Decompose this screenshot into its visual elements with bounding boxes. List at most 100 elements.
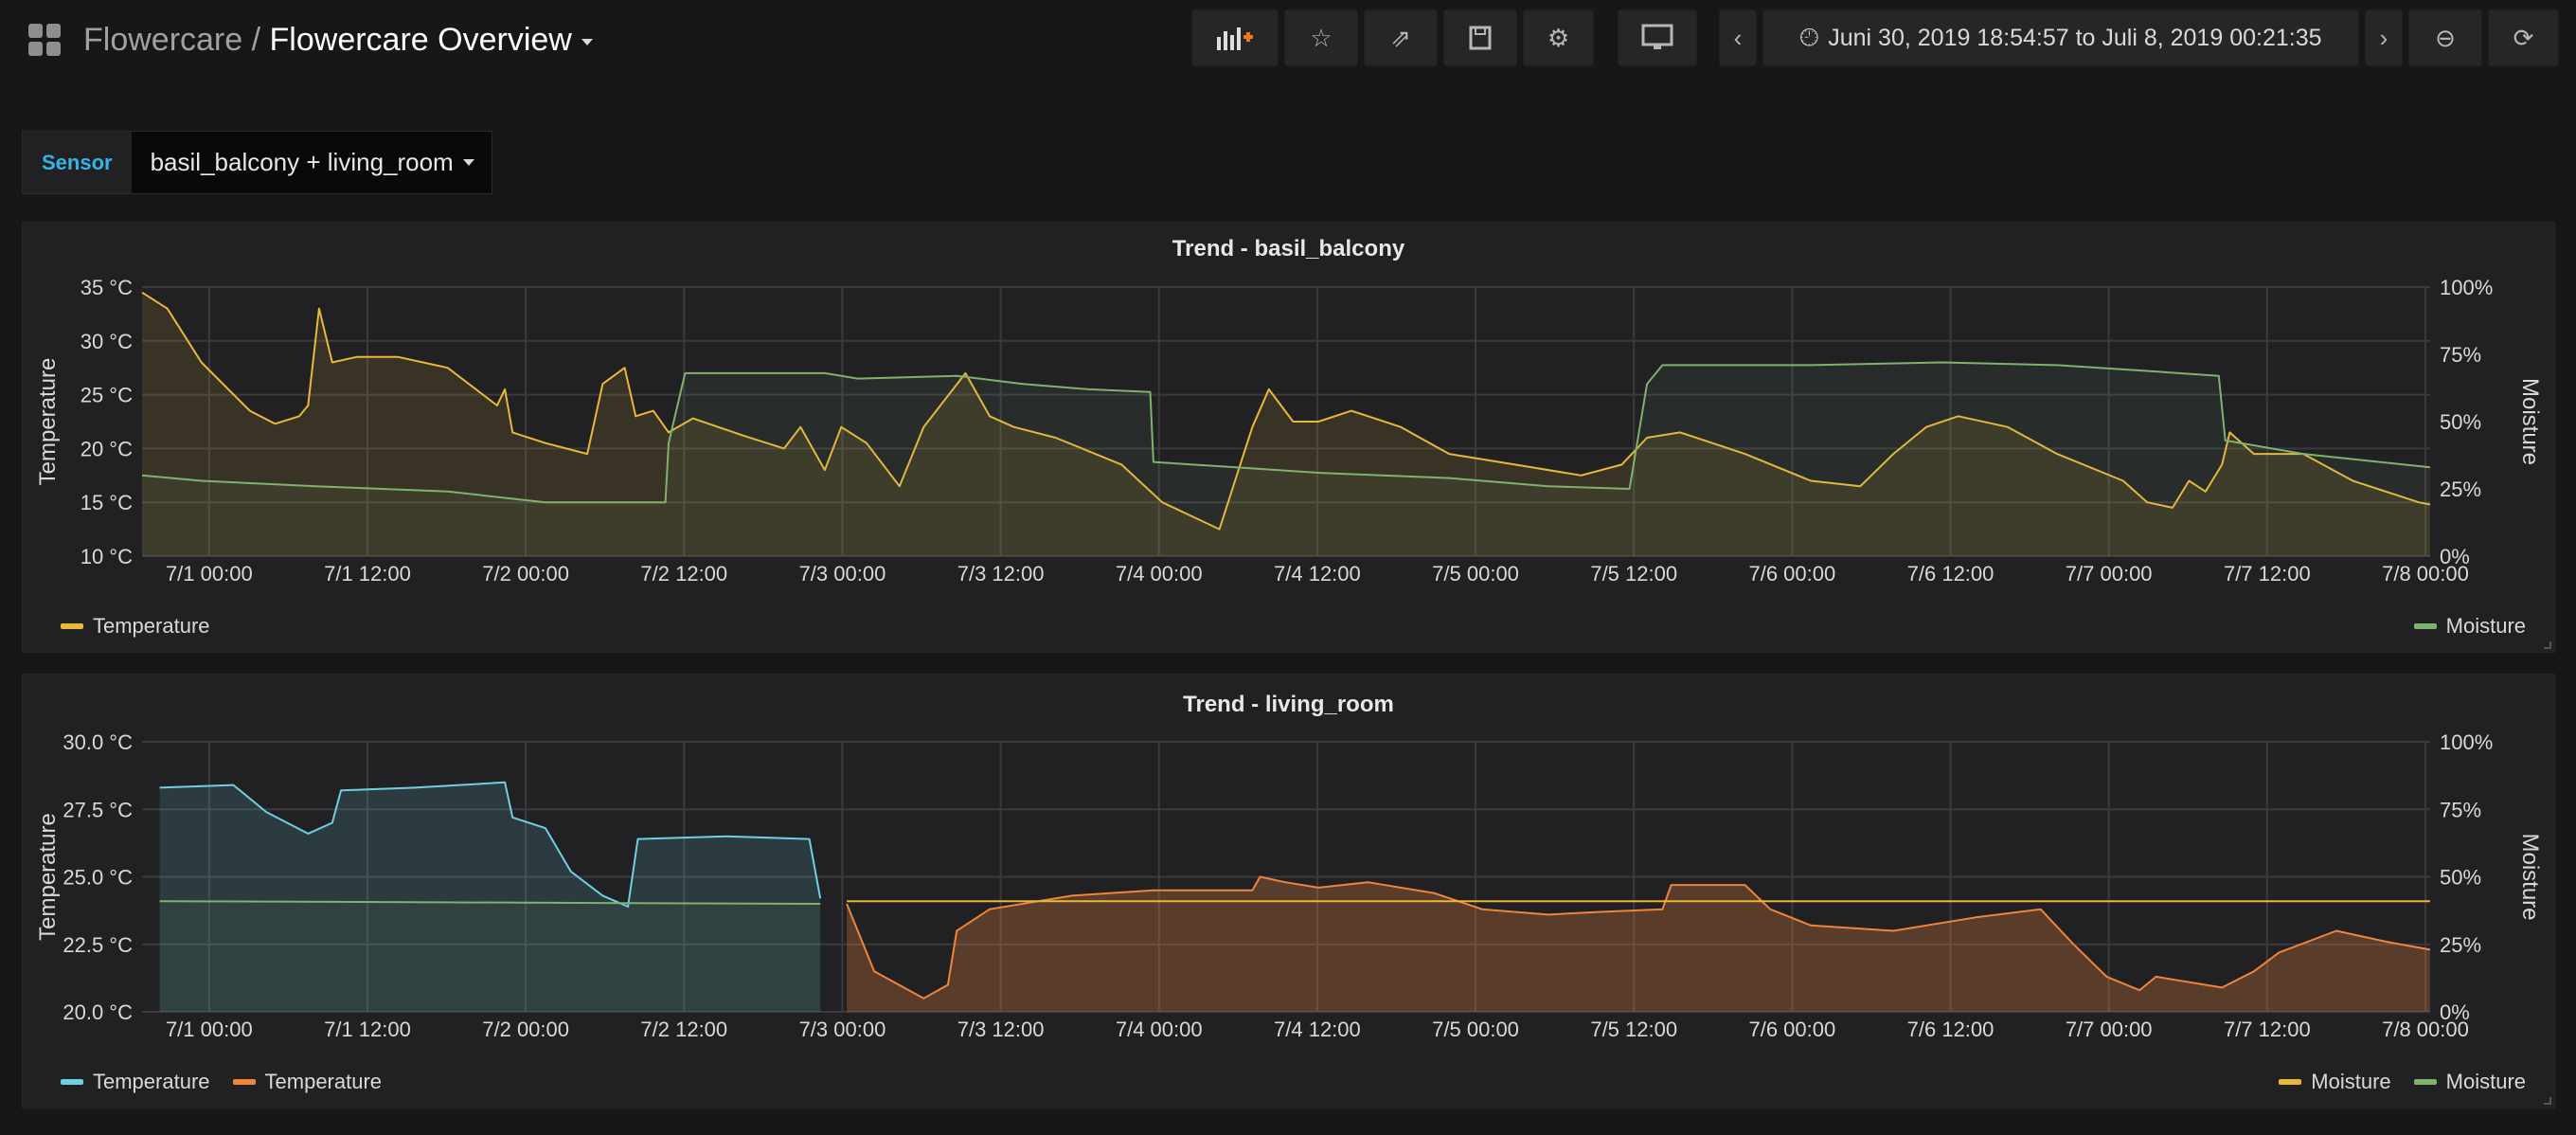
x-tick-label: 7/6 00:00 — [1748, 562, 1835, 586]
series-line-moisture[interactable] — [159, 900, 821, 905]
legend-label: Temperature — [264, 1070, 383, 1093]
legend-right: Moisture Moisture — [2279, 1070, 2526, 1094]
legend-swatch — [232, 1079, 256, 1085]
dashboard-title[interactable]: Flowercare Overview — [269, 22, 572, 58]
legend-swatch — [2279, 1079, 2302, 1085]
x-tick-label: 7/2 00:00 — [482, 1018, 569, 1041]
breadcrumb-separator: / — [251, 22, 261, 58]
series-area-temperature — [159, 782, 821, 1012]
x-tick-label: 7/1 12:00 — [324, 562, 411, 586]
panel-resize-handle[interactable] — [2544, 641, 2551, 649]
x-tick-label: 7/4 00:00 — [1116, 1018, 1203, 1041]
x-tick-label: 7/7 12:00 — [2224, 562, 2311, 586]
series-area-moisture — [142, 362, 2430, 556]
y-tick-label-left: 30.0 °C — [63, 730, 133, 754]
panel-trend-living-room: Trend - living_room 20.0 °C 22.5 °C 25.0 °… — [22, 674, 2555, 1108]
zoom-out-button[interactable]: ⊖ — [2408, 9, 2482, 66]
x-tick-label: 7/4 00:00 — [1116, 562, 1203, 586]
x-tick-label: 7/3 12:00 — [957, 562, 1045, 586]
legend-swatch — [2413, 1079, 2437, 1085]
legend-item-moisture[interactable]: Moisture — [2413, 614, 2526, 639]
y-tick-label-left: 30 °C — [80, 330, 133, 353]
time-back-button[interactable]: ‹ — [1719, 9, 1757, 66]
series-line-temperature[interactable] — [159, 781, 822, 908]
breadcrumb-folder[interactable]: Flowercare — [83, 22, 243, 58]
variable-label: Sensor — [23, 132, 132, 193]
series-line-moisture[interactable] — [141, 361, 2431, 504]
legend-item-moisture[interactable]: Moisture — [2413, 1070, 2526, 1094]
x-tick-label: 7/8 00:00 — [2382, 562, 2469, 586]
y-tick-label-right: 75% — [2440, 343, 2481, 367]
refresh-icon: ⟳ — [2513, 23, 2534, 52]
chevron-right-icon: › — [2379, 23, 2388, 52]
chart-living-room[interactable]: 20.0 °C 22.5 °C 25.0 °C 27.5 °C 30.0 °C 0% 25%… — [23, 675, 2556, 1109]
add-panel-button[interactable] — [1191, 9, 1279, 66]
panel-title[interactable]: Trend - living_room — [1183, 692, 1394, 717]
legend-item-temperature[interactable]: Temperature — [232, 1070, 383, 1094]
series-area-moisture — [159, 901, 821, 1012]
chart-basil-balcony[interactable]: 10 °C 15 °C 20 °C 25 °C 30 °C 35 °C 0% 25% 50% 75… — [23, 223, 2556, 654]
tv-mode-button[interactable] — [1618, 9, 1697, 66]
tv-icon — [1641, 24, 1673, 49]
y-tick-label-left: 22.5 °C — [63, 933, 133, 957]
y-tick-label-right: 75% — [2440, 798, 2481, 821]
legend-label: Moisture — [2445, 1070, 2526, 1093]
x-tick-label: 7/3 00:00 — [799, 562, 886, 586]
series-line-temperature[interactable] — [846, 875, 2431, 1000]
legend-label: Temperature — [93, 614, 210, 638]
legend-swatch — [61, 1079, 83, 1085]
series-line-temperature[interactable] — [141, 291, 2431, 531]
share-button[interactable]: ⇗ — [1364, 9, 1438, 66]
share-icon: ⇗ — [1390, 23, 1411, 52]
y-axis-label-right: Moisture — [2517, 378, 2543, 465]
y-tick-label-left: 27.5 °C — [63, 798, 133, 821]
time-range-picker[interactable]: 🕘︎ Juni 30, 2019 18:54:57 to Juli 8, 201… — [1762, 9, 2359, 66]
y-tick-label-right: 50% — [2440, 410, 2481, 434]
legend-label: Moisture — [2311, 1070, 2391, 1093]
legend-swatch — [61, 623, 83, 629]
x-tick-label: 7/6 12:00 — [1907, 1018, 1995, 1041]
y-tick-label-left: 20 °C — [80, 437, 133, 460]
legend-right: Moisture — [2413, 614, 2526, 639]
x-tick-label: 7/2 00:00 — [482, 562, 569, 586]
legend-item-temperature[interactable]: Temperature — [61, 614, 210, 639]
y-tick-label-right: 0% — [2440, 545, 2470, 568]
zoom-out-icon: ⊖ — [2435, 23, 2456, 52]
y-tick-label-left: 35 °C — [80, 276, 133, 299]
x-tick-label: 7/6 00:00 — [1748, 1018, 1835, 1041]
gear-icon: ⚙ — [1547, 23, 1570, 52]
breadcrumb[interactable]: Flowercare / Flowercare Overview — [83, 19, 593, 61]
y-tick-label-left: 15 °C — [80, 491, 133, 514]
y-axis-label-left: Temperature — [35, 813, 61, 941]
time-range-text: Juni 30, 2019 18:54:57 to Juli 8, 2019 0… — [1828, 24, 2322, 51]
x-tick-label: 7/3 12:00 — [957, 1018, 1045, 1041]
legend-label: Temperature — [93, 1070, 210, 1093]
x-tick-label: 7/1 00:00 — [166, 562, 253, 586]
chevron-down-icon[interactable] — [581, 38, 593, 45]
x-tick-label: 7/4 12:00 — [1274, 562, 1361, 586]
chevron-down-icon — [462, 159, 474, 166]
legend-label: Moisture — [2445, 614, 2526, 638]
refresh-button[interactable]: ⟳ — [2488, 9, 2559, 66]
legend-item-moisture[interactable]: Moisture — [2279, 1070, 2391, 1094]
save-button[interactable] — [1443, 9, 1517, 66]
time-forward-button[interactable]: › — [2365, 9, 2403, 66]
settings-button[interactable]: ⚙ — [1523, 9, 1594, 66]
x-tick-label: 7/7 00:00 — [2066, 1018, 2153, 1041]
y-axis-label-left: Temperature — [35, 358, 61, 486]
star-icon: ☆ — [1310, 23, 1333, 52]
y-axis-label-right: Moisture — [2517, 833, 2543, 920]
x-tick-label: 7/5 00:00 — [1432, 562, 1519, 586]
legend-item-temperature[interactable]: Temperature — [61, 1070, 210, 1094]
panel-resize-handle[interactable] — [2544, 1097, 2551, 1105]
y-tick-label-left: 20.0 °C — [63, 1000, 133, 1024]
x-tick-label: 7/4 12:00 — [1274, 1018, 1361, 1041]
clock-icon: 🕘︎ — [1799, 24, 1819, 51]
sensor-select[interactable]: basil_balcony + living_room — [131, 132, 492, 193]
x-tick-label: 7/8 00:00 — [2382, 1018, 2469, 1041]
chevron-left-icon: ‹ — [1733, 23, 1743, 52]
dashboard-grid-icon[interactable] — [28, 24, 61, 56]
x-tick-label: 7/1 12:00 — [324, 1018, 411, 1041]
star-button[interactable]: ☆ — [1284, 9, 1358, 66]
panel-title[interactable]: Trend - basil_balcony — [1172, 236, 1405, 261]
